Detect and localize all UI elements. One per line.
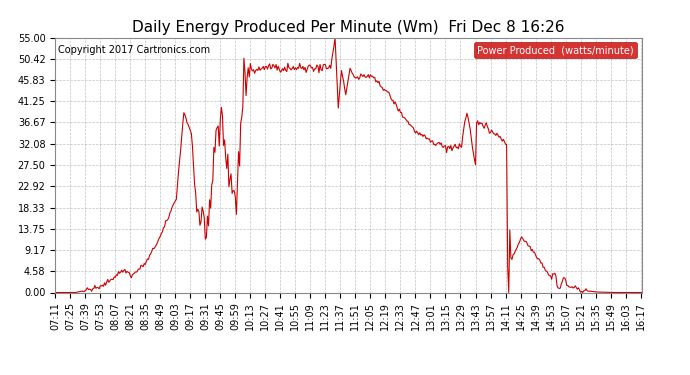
Text: Copyright 2017 Cartronics.com: Copyright 2017 Cartronics.com [58, 45, 210, 55]
Title: Daily Energy Produced Per Minute (Wm)  Fri Dec 8 16:26: Daily Energy Produced Per Minute (Wm) Fr… [132, 20, 564, 35]
Legend: Power Produced  (watts/minute): Power Produced (watts/minute) [475, 42, 637, 58]
